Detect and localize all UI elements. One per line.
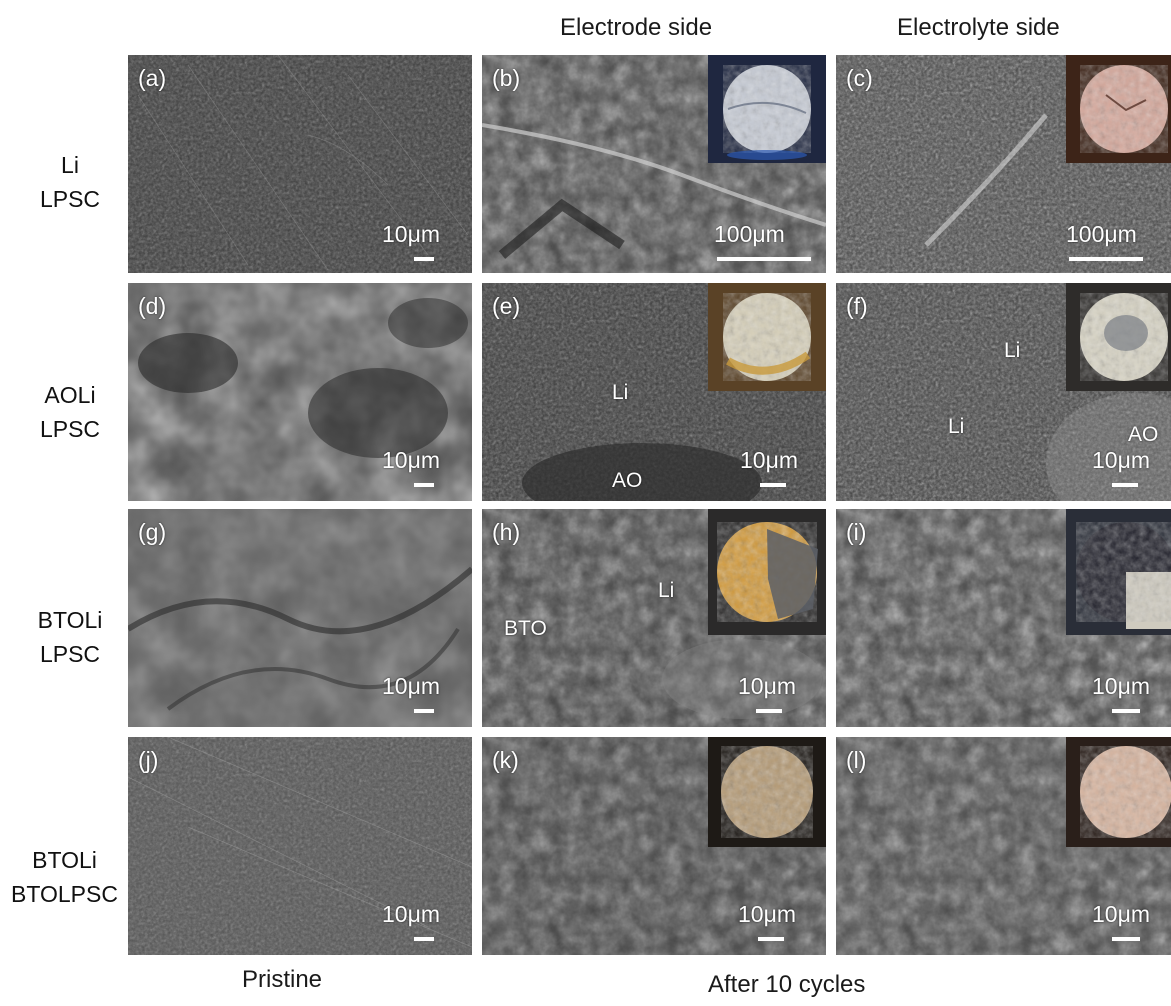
panel-label: (e): [492, 293, 521, 319]
sem-panel-k: (k) 10μm: [482, 737, 826, 955]
row-label-1: Li LPSC: [20, 148, 120, 216]
scale-bar: [414, 709, 434, 713]
scale-bar-label: 100μm: [1066, 221, 1137, 247]
row-label-2: AOLi LPSC: [20, 378, 120, 446]
footer-after-cycles: After 10 cycles: [708, 971, 866, 998]
scale-bar-label: 10μm: [1092, 673, 1150, 699]
panel-label: (f): [846, 293, 868, 319]
scale-bar-label: 10μm: [740, 447, 798, 473]
scale-bar-label: 10μm: [1092, 447, 1150, 473]
scale-bar: [414, 937, 434, 941]
scale-bar: [760, 483, 786, 487]
sem-panel-g: (g) 10μm: [128, 509, 472, 727]
scale-bar-label: 10μm: [1092, 901, 1150, 927]
row-label-line: BTOLi: [32, 847, 97, 873]
annotation-li: Li: [658, 579, 675, 602]
annotation-li: Li: [948, 415, 965, 438]
panel-label: (i): [846, 519, 867, 545]
annotation-ao: AO: [1128, 423, 1159, 446]
panel-label: (l): [846, 747, 867, 773]
photo-inset: [1066, 283, 1171, 391]
panel-label: (b): [492, 65, 521, 91]
sem-panel-c: (c) 100μm: [836, 55, 1171, 273]
photo-inset: [1066, 55, 1171, 163]
scale-bar: [414, 483, 434, 487]
photo-inset: [1066, 509, 1171, 635]
sem-panel-a: (a) 10μm: [128, 55, 472, 273]
sem-image: [128, 55, 472, 273]
row-label-line: LPSC: [39, 641, 101, 667]
photo-inset: [708, 55, 826, 163]
sem-panel-j: (j) 10μm: [128, 737, 472, 955]
panel-label: (a): [138, 65, 167, 91]
row-label-line: Li: [61, 152, 79, 178]
scale-bar: [717, 257, 811, 261]
panel-label: (g): [138, 519, 167, 545]
sem-image: [128, 509, 472, 727]
scale-bar: [758, 937, 784, 941]
sem-panel-h: (h) Li BTO 10μm: [482, 509, 826, 727]
annotation-bto: BTO: [504, 617, 547, 640]
scale-bar-label: 10μm: [382, 673, 440, 699]
annotation-li: Li: [1004, 339, 1021, 362]
photo-inset: [708, 737, 826, 847]
column-title-electrolyte: Electrolyte side: [897, 14, 1060, 41]
photo-inset: [708, 283, 826, 391]
sem-image: [128, 737, 472, 955]
row-label-line: BTOLi: [37, 607, 103, 633]
scale-bar: [756, 709, 782, 713]
scale-bar: [414, 257, 434, 261]
photo-inset: [1066, 737, 1171, 847]
panel-label: (j): [138, 747, 159, 773]
scale-bar-label: 10μm: [382, 221, 440, 247]
scale-bar: [1112, 709, 1140, 713]
scale-bar-label: 10μm: [382, 447, 440, 473]
row-label-line: AOLi: [44, 382, 96, 408]
row-label-3: BTOLi LPSC: [20, 603, 120, 671]
sem-image: [128, 283, 472, 501]
scale-bar-label: 100μm: [714, 221, 785, 247]
sem-panel-d: (d) 10μm: [128, 283, 472, 501]
column-title-electrode: Electrode side: [560, 14, 713, 41]
panel-label: (d): [138, 293, 167, 319]
sem-panel-i: (i) 10μm: [836, 509, 1171, 727]
panel-label: (c): [846, 65, 873, 91]
scale-bar-label: 10μm: [382, 901, 440, 927]
scale-bar-label: 10μm: [738, 901, 796, 927]
panel-label: (k): [492, 747, 519, 773]
photo-inset: [708, 509, 826, 635]
annotation-li: Li: [612, 381, 629, 404]
scale-bar-label: 10μm: [738, 673, 796, 699]
sem-panel-e: (e) Li AO 10μm: [482, 283, 826, 501]
annotation-ao: AO: [612, 469, 643, 492]
scale-bar: [1069, 257, 1143, 261]
row-label-line: BTOLPSC: [11, 881, 118, 907]
row-label-4: BTOLi BTOLPSC: [2, 843, 127, 911]
row-label-line: LPSC: [39, 186, 101, 212]
row-label-line: LPSC: [39, 416, 101, 442]
panel-label: (h): [492, 519, 521, 545]
sem-panel-b: (b) 100μm: [482, 55, 826, 273]
sem-panel-f: (f) Li Li AO 10μm: [836, 283, 1171, 501]
scale-bar: [1112, 937, 1140, 941]
scale-bar: [1112, 483, 1138, 487]
sem-panel-l: (l) 10μm: [836, 737, 1171, 955]
footer-pristine: Pristine: [242, 966, 323, 993]
